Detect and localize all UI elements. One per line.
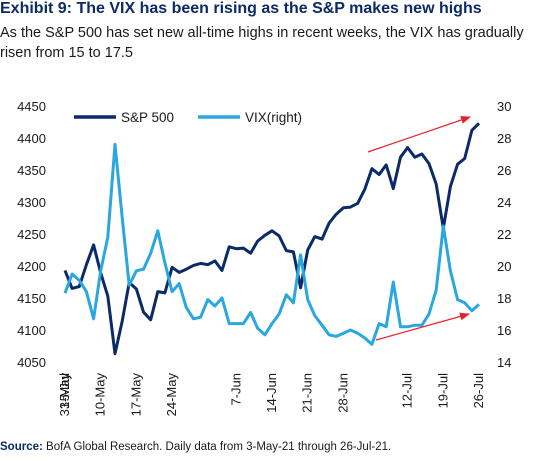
legend: S&P 500 VIX(right): [74, 110, 302, 125]
right-axis-tick-label: 26: [497, 163, 511, 178]
source-note: Source: BofA Global Research. Daily data…: [0, 441, 391, 453]
x-axis-tick-label: 5-Jul: [57, 373, 72, 401]
x-axis-tick-label: 7-Jun: [228, 373, 243, 406]
right-axis-tick-label: 20: [497, 259, 511, 274]
right-axis-tick-label: 18: [497, 291, 511, 306]
left-axis-ticks: 4050 4100 4150 4200 4250 4300 4350 4400 4450: [17, 99, 46, 370]
right-axis-tick-label: 22: [497, 227, 511, 242]
right-axis-tick-label: 16: [497, 323, 511, 338]
x-axis-tick-label: 14-Jun: [264, 373, 279, 413]
x-axis-tick-label: 28-Jun: [335, 373, 350, 413]
vix-trend-arrow: [375, 312, 470, 341]
vix-series-line: [63, 142, 481, 346]
left-axis-tick-label: 4400: [17, 131, 46, 146]
right-axis-tick-label: 24: [497, 195, 511, 210]
left-axis-tick-label: 4150: [17, 291, 46, 306]
right-axis-tick-label: 30: [497, 99, 511, 114]
right-axis-ticks: 14 16 18 20 22 24 26 28 30: [497, 99, 511, 370]
x-axis-ticks: 3-May 10-May 17-May 24-May 31-May 7-Jun 14-Jun…: [57, 373, 486, 417]
x-axis-tick-label: 24-May: [164, 373, 179, 417]
left-axis-tick-label: 4250: [17, 227, 46, 242]
x-axis-tick-label: 3-May: [57, 373, 72, 410]
left-axis-tick-label: 4350: [17, 163, 46, 178]
x-axis-tick-label: 31-May: [57, 373, 72, 417]
chart-subtitle: As the S&P 500 has set new all-time high…: [0, 25, 524, 61]
legend-vix-label: VIX(right): [245, 110, 302, 125]
x-axis-tick-label: 21-Jun: [300, 373, 315, 413]
left-axis-tick-label: 4100: [17, 323, 46, 338]
left-axis-tick-label: 4300: [17, 195, 46, 210]
x-axis-tick-label: 19-Jul: [435, 373, 450, 409]
left-axis-tick-label: 4450: [17, 99, 46, 114]
x-axis-tick-label: 12-Jul: [400, 373, 415, 409]
x-axis-tick-label: 10-May: [93, 373, 108, 417]
chart-title: Exhibit 9: The VIX has been rising as th…: [0, 0, 482, 17]
source-label: Source:: [0, 441, 43, 453]
legend-sp500-label: S&P 500: [121, 110, 174, 125]
source-text: BofA Global Research. Daily data from 3-…: [42, 441, 392, 453]
sp500-trend-arrow: [367, 116, 471, 153]
right-axis-tick-label: 14: [497, 355, 511, 370]
x-axis-tick-label: 26-Jul: [471, 373, 486, 409]
left-axis-tick-label: 4200: [17, 259, 46, 274]
x-axis-tick-label: 17-May: [128, 373, 143, 417]
right-axis-tick-label: 28: [497, 131, 511, 146]
sp500-series-line: [63, 122, 481, 356]
left-axis-tick-label: 4050: [17, 355, 46, 370]
